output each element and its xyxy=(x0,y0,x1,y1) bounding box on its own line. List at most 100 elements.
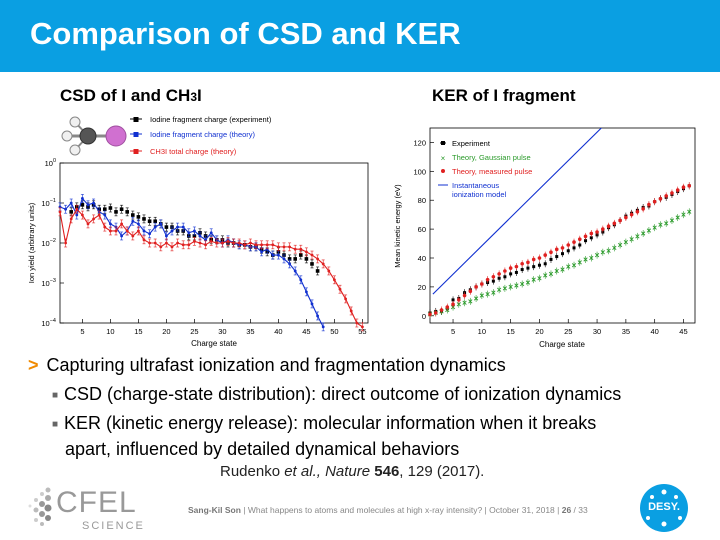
csd-point-tot xyxy=(248,238,252,248)
bullet-main: > Capturing ultrafast ionization and frag… xyxy=(28,353,506,377)
ker-point-gauss xyxy=(646,227,652,235)
ker-point-gauss xyxy=(485,290,490,298)
csd-point-tot xyxy=(276,242,280,252)
ker-point-gauss xyxy=(641,229,646,237)
ker-point-exp xyxy=(549,255,553,263)
ker-plot-frame xyxy=(429,127,696,324)
bullet-main-text: Capturing ultrafast ionization and fragm… xyxy=(46,355,506,375)
csd-point-th xyxy=(103,210,107,220)
ker-point-gauss xyxy=(629,235,634,243)
ker-point-gauss xyxy=(508,283,513,291)
csd-point-th xyxy=(198,231,202,241)
csd-x-tick-label: 45 xyxy=(302,327,310,336)
csd-point-tot xyxy=(304,247,308,257)
ker-inst-line xyxy=(432,128,603,295)
ker-point-gauss xyxy=(675,214,680,222)
csd-point-exp xyxy=(119,204,124,214)
ker-point-meas xyxy=(526,258,530,266)
ker-xlabel: Charge state xyxy=(539,340,585,349)
csd-point-tot xyxy=(321,259,325,269)
ker-point-meas xyxy=(612,219,617,227)
csd-ylabel: Ion yield (arbitrary units) xyxy=(27,202,36,283)
csd-point-tot xyxy=(355,318,359,328)
csd-point-th xyxy=(260,247,264,257)
ker-point-meas xyxy=(618,216,622,224)
csd-point-tot xyxy=(114,226,118,236)
csd-point-th xyxy=(209,228,213,238)
ker-point-gauss xyxy=(537,274,542,282)
legend-marker-gauss: × xyxy=(441,154,446,163)
ker-point-gauss xyxy=(543,271,548,279)
ker-point-gauss xyxy=(531,276,536,284)
csd-point-th xyxy=(153,222,157,232)
csd-point-exp xyxy=(142,214,146,224)
csd-point-th xyxy=(148,229,152,239)
ker-point-gauss xyxy=(594,251,600,259)
csd-point-th xyxy=(159,219,163,229)
ker-point-gauss xyxy=(623,238,628,246)
bullet-sub-2-text-1: KER (kinetic energy release): molecular … xyxy=(64,413,597,433)
csd-point-th xyxy=(310,299,314,309)
ker-point-meas xyxy=(675,186,680,194)
csd-point-tot xyxy=(136,226,140,236)
ker-x-tick-label: 25 xyxy=(564,327,572,336)
ker-y-tick-label: 80 xyxy=(418,196,426,205)
ker-point-gauss xyxy=(635,232,640,240)
csd-point-th xyxy=(120,231,124,241)
csd-point-exp xyxy=(164,222,169,232)
csd-point-tot xyxy=(293,244,297,254)
csd-point-th xyxy=(80,194,84,203)
ker-point-gauss xyxy=(687,208,692,216)
csd-point-th xyxy=(64,204,68,214)
ker-point-meas xyxy=(687,182,692,190)
ker-point-meas xyxy=(549,248,553,256)
cfel-logo: CFEL SCIENCE xyxy=(20,484,143,536)
legend-label-ker-experiment: Experiment xyxy=(452,139,491,148)
ker-point-meas xyxy=(497,270,501,278)
csd-point-th xyxy=(92,198,96,208)
ker-point-gauss xyxy=(589,254,594,262)
csd-subtitle-sub: 3 xyxy=(190,90,198,104)
ker-point-meas xyxy=(577,235,582,243)
ker-ylabel: Mean kinetic energy (eV) xyxy=(393,184,402,268)
ker-x-tick-label: 10 xyxy=(478,327,486,336)
ker-point-meas xyxy=(428,310,432,318)
csd-point-tot xyxy=(282,242,286,252)
ker-point-gauss xyxy=(473,294,479,302)
legend-item-total: CH3I total charge (theory) xyxy=(130,147,237,156)
bullet-sub-1: ■ CSD (charge-state distribution): direct… xyxy=(52,382,621,408)
ker-point-gauss xyxy=(583,255,588,263)
citation-journal: et al., Nature xyxy=(284,463,375,480)
ker-point-gauss xyxy=(548,270,554,278)
csd-x-tick-label: 50 xyxy=(330,327,338,336)
csd-point-exp xyxy=(315,266,320,276)
ch3i-molecule-icon xyxy=(61,116,127,156)
csd-point-tot xyxy=(254,240,258,250)
cfel-logo-sub: SCIENCE xyxy=(82,520,145,532)
footer-page: 26 xyxy=(561,505,572,515)
bullet-sub-1-text: CSD (charge-state distribution): direct … xyxy=(64,384,622,404)
ker-point-gauss xyxy=(571,261,577,269)
csd-point-tot xyxy=(69,214,73,224)
csd-point-th xyxy=(192,226,196,236)
ker-point-meas xyxy=(433,309,438,317)
csd-point-th xyxy=(282,254,286,264)
csd-x-tick-label: 5 xyxy=(80,327,84,336)
legend-label-ker-measured: Theory, measured pulse xyxy=(452,167,532,176)
ker-point-meas xyxy=(439,306,444,314)
csd-point-th xyxy=(187,228,191,238)
ker-point-gauss xyxy=(525,279,531,287)
csd-point-tot xyxy=(80,210,84,220)
ker-point-meas xyxy=(681,183,686,191)
csd-point-tot xyxy=(260,240,264,250)
ker-point-gauss xyxy=(554,267,559,275)
csd-point-exp xyxy=(310,259,314,269)
csd-point-th xyxy=(142,226,146,236)
bullet-square-icon: ■ xyxy=(52,419,59,430)
csd-x-tick-label: 40 xyxy=(274,327,282,336)
csd-legend: Iodine fragment charge (experiment) Iodi… xyxy=(130,115,272,156)
legend-label-theory: Iodine fragment charge (theory) xyxy=(150,130,256,139)
ker-point-gauss xyxy=(617,241,623,249)
ker-point-meas xyxy=(537,254,542,262)
ker-point-meas xyxy=(554,245,559,253)
